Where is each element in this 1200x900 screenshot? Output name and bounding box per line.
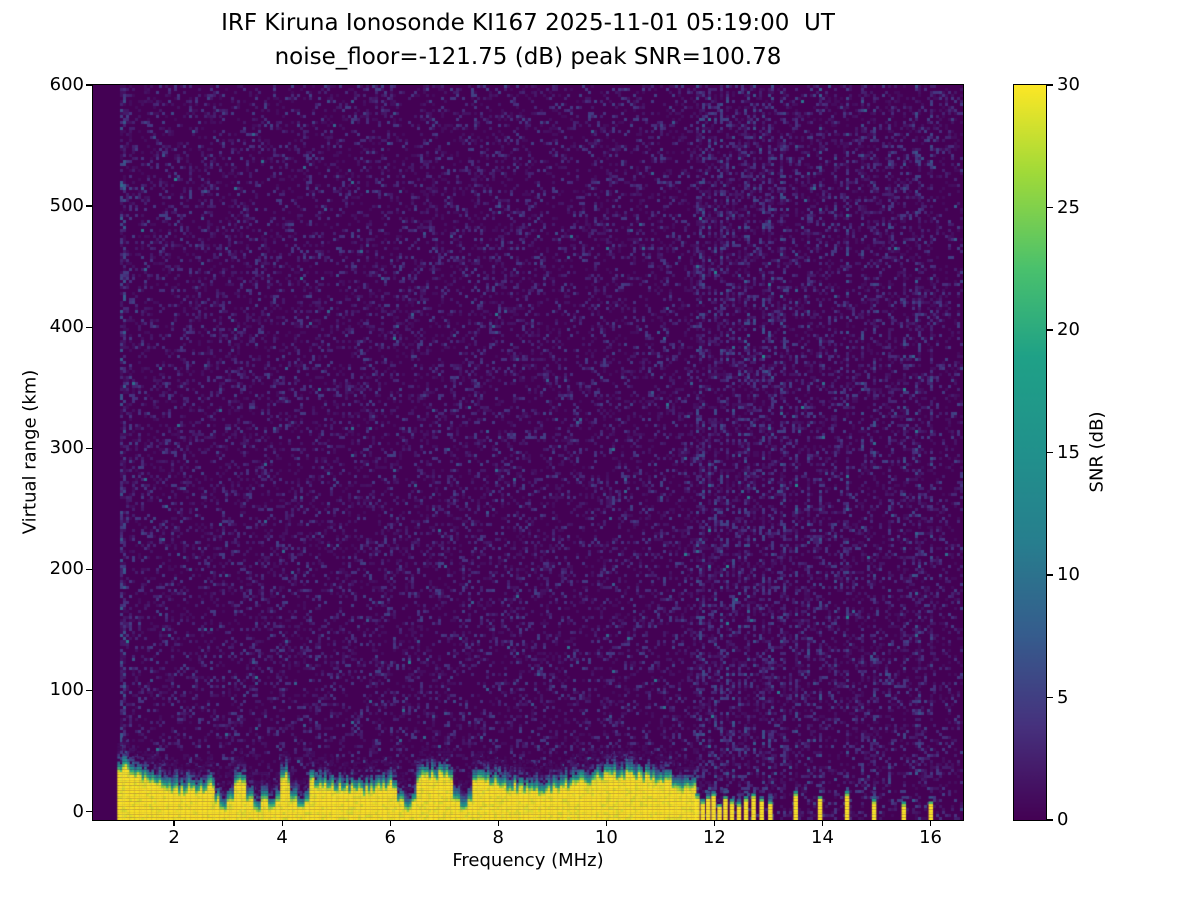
x-tick-label: 14: [811, 827, 834, 848]
colorbar-tick-label: 30: [1057, 74, 1080, 95]
x-tick-label: 4: [276, 827, 288, 848]
y-tick-mark: [86, 689, 92, 692]
colorbar-tick-mark: [1047, 206, 1053, 209]
y-tick-label: 200: [49, 558, 84, 580]
x-axis-label: Frequency (MHz): [452, 850, 604, 871]
colorbar-tick-mark: [1047, 574, 1053, 576]
colorbar-tick-mark: [1047, 696, 1053, 699]
x-tick-label: 2: [168, 827, 180, 848]
colorbar-tick-label: 5: [1057, 686, 1069, 708]
y-tick-label: 400: [49, 316, 84, 338]
x-tick-mark: [929, 820, 932, 826]
y-tick-mark: [86, 84, 92, 86]
x-tick-label: 6: [384, 827, 396, 848]
colorbar-tick-mark: [1047, 819, 1053, 821]
x-tick-mark: [497, 820, 499, 826]
colorbar-tick-mark: [1047, 329, 1053, 331]
y-tick-mark: [86, 447, 92, 449]
x-tick-label: 12: [702, 827, 726, 848]
y-tick-label: 300: [49, 437, 84, 459]
figure-title: IRF Kiruna Ionosonde KI167 2025-11-01 05…: [221, 10, 835, 36]
colorbar: [1013, 84, 1047, 821]
x-tick-mark: [281, 820, 283, 826]
y-tick-label: 500: [49, 195, 84, 217]
ionogram-heatmap: [93, 85, 963, 820]
colorbar-gradient: [1014, 85, 1046, 820]
y-tick-mark: [86, 568, 92, 570]
y-tick-mark: [86, 326, 92, 328]
plot-area: [92, 84, 964, 821]
x-tick-mark: [389, 820, 391, 826]
colorbar-tick-mark: [1047, 451, 1053, 454]
x-tick-mark: [605, 820, 607, 826]
y-tick-mark: [86, 810, 92, 813]
colorbar-label: SNR (dB): [1086, 411, 1108, 493]
colorbar-tick-label: 10: [1057, 564, 1080, 585]
y-tick-mark: [86, 205, 92, 207]
x-tick-label: 10: [594, 827, 618, 848]
x-tick-mark: [713, 820, 716, 826]
x-tick-mark: [173, 820, 175, 826]
colorbar-tick-label: 25: [1057, 196, 1080, 218]
x-tick-mark: [821, 820, 824, 826]
colorbar-tick-label: 15: [1057, 441, 1080, 463]
y-tick-label: 600: [49, 74, 84, 95]
x-tick-label: 16: [919, 827, 943, 848]
y-tick-label: 100: [49, 679, 84, 701]
colorbar-tick-mark: [1047, 84, 1053, 86]
colorbar-tick-label: 0: [1057, 809, 1069, 830]
figure-subtitle: noise_floor=-121.75 (dB) peak SNR=100.78: [274, 44, 782, 70]
x-tick-label: 8: [492, 827, 504, 848]
y-tick-label: 0: [72, 800, 84, 822]
colorbar-tick-label: 20: [1057, 319, 1080, 340]
